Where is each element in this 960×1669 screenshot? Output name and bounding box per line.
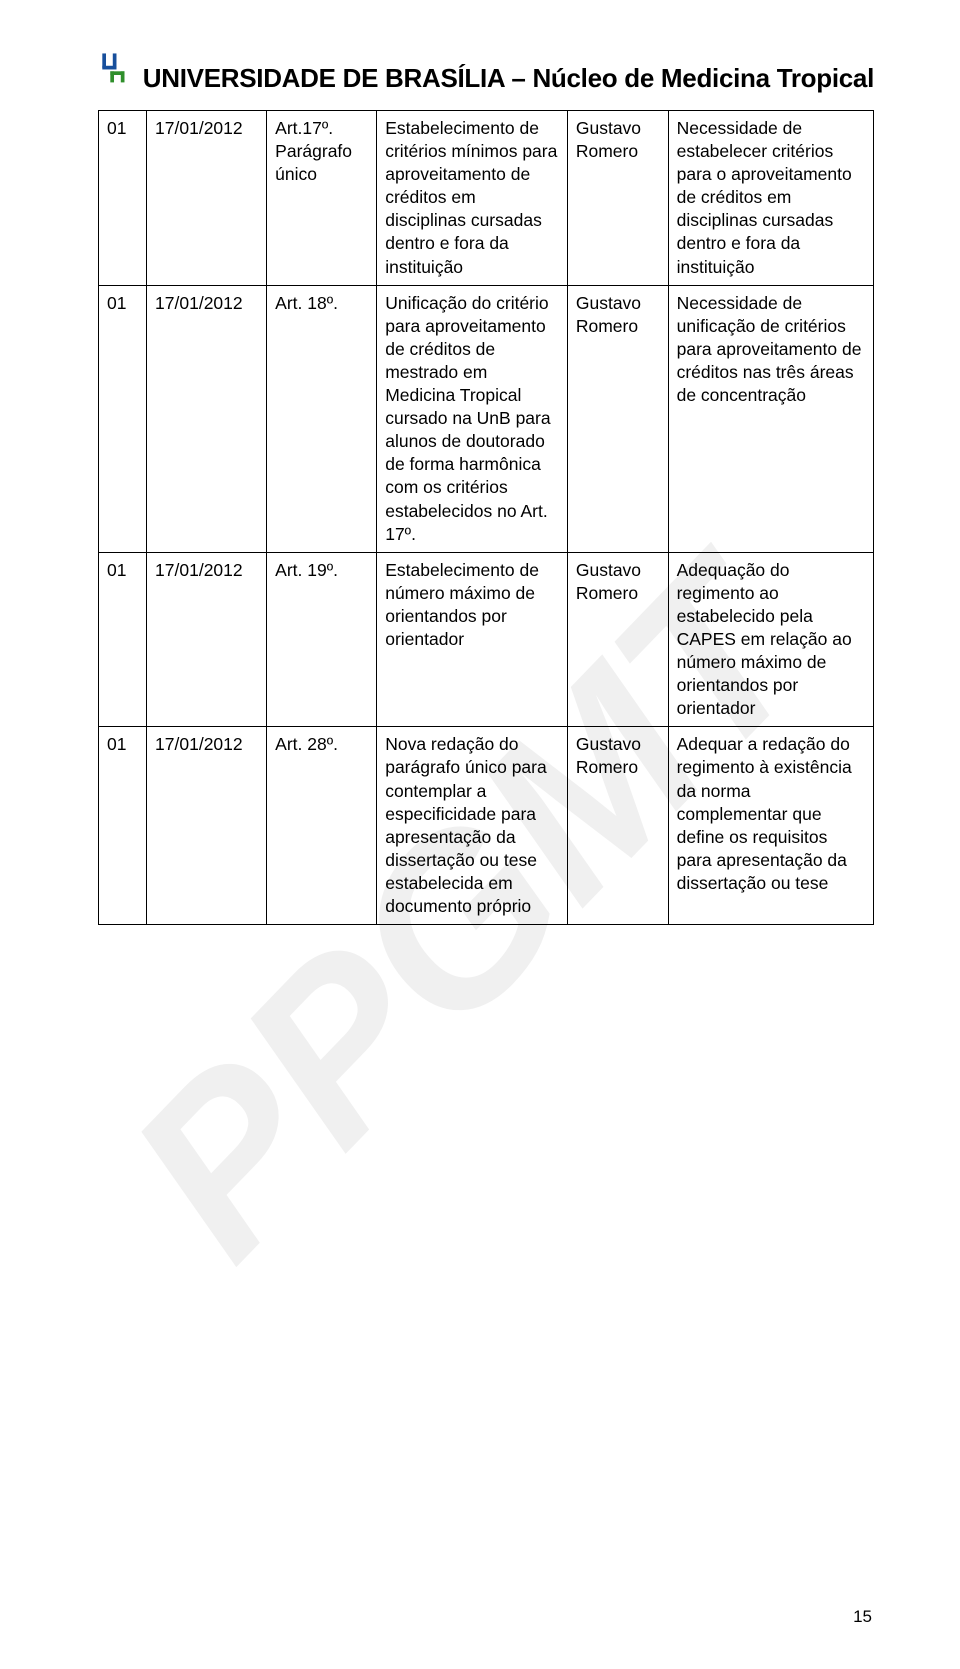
cell-subject: Unificação do critério para aproveitamen… xyxy=(377,285,568,552)
table-row: 01 17/01/2012 Art. 18º. Unificação do cr… xyxy=(99,285,874,552)
cell-proposer: Gustavo Romero xyxy=(567,285,668,552)
cell-rationale: Adequar a redação do regimento à existên… xyxy=(668,727,873,925)
cell-proposer: Gustavo Romero xyxy=(567,111,668,286)
cell-subject: Nova redação do parágrafo único para con… xyxy=(377,727,568,925)
cell-rationale: Necessidade de estabelecer critérios par… xyxy=(668,111,873,286)
regimental-table: 01 17/01/2012 Art.17º. Parágrafo único E… xyxy=(98,110,874,925)
table-row: 01 17/01/2012 Art.17º. Parágrafo único E… xyxy=(99,111,874,286)
cell-date: 17/01/2012 xyxy=(147,285,267,552)
cell-num: 01 xyxy=(99,285,147,552)
cell-subject: Estabelecimento de critérios mínimos par… xyxy=(377,111,568,286)
cell-proposer: Gustavo Romero xyxy=(567,727,668,925)
cell-article: Art. 28º. xyxy=(267,727,377,925)
table-row: 01 17/01/2012 Art. 28º. Nova redação do … xyxy=(99,727,874,925)
document-page: PPGMT UNIVERSIDADE DE BRAS xyxy=(0,0,960,1669)
cell-num: 01 xyxy=(99,552,147,727)
cell-date: 17/01/2012 xyxy=(147,111,267,286)
cell-num: 01 xyxy=(99,727,147,925)
header-title: UNIVERSIDADE DE BRASÍLIA – Núcleo de Med… xyxy=(143,63,874,100)
unb-logo xyxy=(98,34,129,100)
page-header: UNIVERSIDADE DE BRASÍLIA – Núcleo de Med… xyxy=(98,34,874,100)
cell-article: Art. 18º. xyxy=(267,285,377,552)
cell-subject: Estabelecimento de número máximo de orie… xyxy=(377,552,568,727)
cell-date: 17/01/2012 xyxy=(147,727,267,925)
cell-rationale: Necessidade de unificação de critérios p… xyxy=(668,285,873,552)
cell-proposer: Gustavo Romero xyxy=(567,552,668,727)
cell-num: 01 xyxy=(99,111,147,286)
cell-rationale: Adequação do regimento ao estabelecido p… xyxy=(668,552,873,727)
cell-article: Art.17º. Parágrafo único xyxy=(267,111,377,286)
cell-article: Art. 19º. xyxy=(267,552,377,727)
table-row: 01 17/01/2012 Art. 19º. Estabelecimento … xyxy=(99,552,874,727)
page-number: 15 xyxy=(853,1607,872,1627)
cell-date: 17/01/2012 xyxy=(147,552,267,727)
